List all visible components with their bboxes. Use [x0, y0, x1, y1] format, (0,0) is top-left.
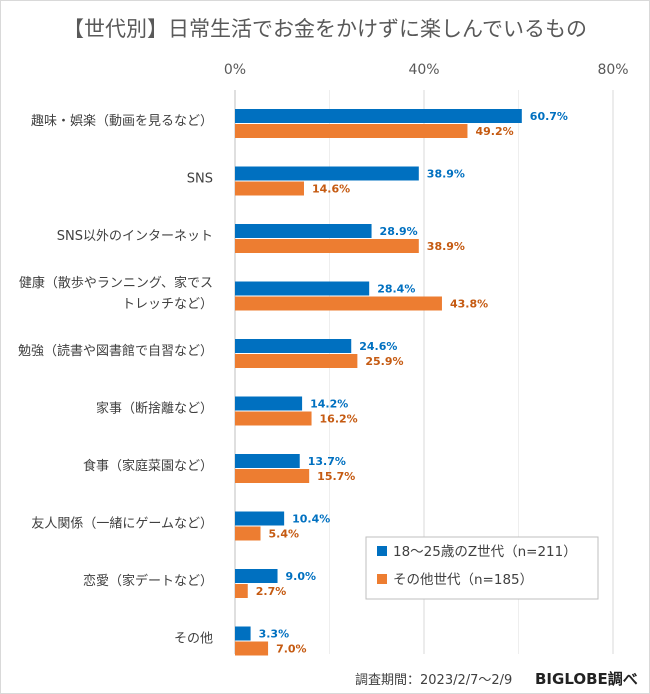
data-label: 28.4% [377, 283, 415, 296]
bar-other-generation [235, 296, 442, 311]
data-label: 14.6% [312, 183, 350, 196]
x-axis-ticks: 0% 40% 80% [224, 62, 629, 78]
bar-z-generation [235, 626, 251, 641]
bar-other-generation [235, 181, 304, 196]
bar-z-generation [235, 569, 278, 583]
category-label: 食事（家庭菜園など） [83, 458, 213, 474]
survey-period: 調査期間：2023/2/7～2/9 [355, 673, 512, 688]
legend-label-other-generation: その他世代（n=185） [393, 572, 533, 588]
data-label: 28.9% [380, 225, 418, 238]
bar-other-generation [235, 526, 261, 541]
data-label: 9.0% [286, 570, 317, 583]
bar-z-generation [235, 281, 370, 296]
legend-label-z-generation: 18～25歳のZ世代（n=211） [393, 544, 577, 560]
bar-other-generation [235, 239, 419, 253]
x-tick-label: 80% [597, 62, 628, 78]
data-label: 49.2% [475, 125, 513, 138]
data-label: 60.7% [530, 110, 568, 123]
category-label: 勉強（読書や図書館で自習など） [18, 343, 213, 359]
bar-z-generation [235, 224, 372, 238]
category-label: 友人関係（一緒にゲームなど） [31, 516, 213, 532]
category-label: SNS [187, 172, 213, 187]
category-label: 家事（断捨離など） [96, 401, 213, 417]
data-labels: 60.7% 49.2% 38.9% 14.6% 28.9% 38.9% 28.4% 43.8%… [256, 110, 568, 656]
category-label: 趣味・娯楽（動画を見るなど） [31, 113, 213, 129]
bar-z-generation [235, 511, 285, 526]
bar-other-generation [235, 411, 312, 426]
bar-other-generation [235, 354, 358, 368]
bar-other-generation [235, 124, 468, 138]
category-label: 健康（散歩やランニング、家でストレッチなど） [19, 275, 213, 312]
data-label: 7.0% [276, 643, 307, 656]
category-labels: 趣味・娯楽（動画を見るなど） SNS SNS以外のインターネット健康（散歩やランニン… [18, 113, 213, 647]
bar-other-generation [235, 584, 248, 598]
x-tick-label: 0% [224, 62, 246, 78]
data-label: 25.9% [365, 355, 403, 368]
data-label: 13.7% [308, 455, 346, 468]
chart-title: 【世代別】日常生活でお金をかけずに楽しんでいるもの [63, 17, 587, 41]
legend-swatch-z-generation [377, 546, 387, 556]
data-label: 38.9% [427, 168, 465, 181]
data-label: 10.4% [292, 513, 330, 526]
data-label: 38.9% [427, 240, 465, 253]
bar-z-generation [235, 166, 419, 181]
bars [235, 109, 522, 656]
bar-other-generation [235, 641, 269, 656]
bar-z-generation [235, 109, 522, 123]
data-label: 16.2% [320, 413, 358, 426]
data-label: 3.3% [259, 628, 290, 641]
data-label: 2.7% [256, 585, 287, 598]
legend-swatch-other-generation [377, 574, 387, 584]
category-label: 恋愛（家デートなど） [83, 573, 213, 589]
bar-z-generation [235, 454, 300, 468]
data-label: 14.2% [310, 398, 348, 411]
x-tick-label: 40% [408, 62, 439, 78]
legend-box [365, 536, 599, 600]
legend: 18～25歳のZ世代（n=211） その他世代（n=185） [365, 536, 599, 600]
category-label: その他 [174, 632, 213, 647]
category-label: SNS以外のインターネット [57, 229, 213, 244]
brand-label: BIGLOBE調べ [535, 670, 638, 688]
bar-z-generation [235, 339, 352, 353]
data-label: 24.6% [359, 340, 397, 353]
data-label: 15.7% [317, 470, 355, 483]
data-label: 43.8% [450, 298, 488, 311]
bar-z-generation [235, 396, 303, 411]
bar-other-generation [235, 469, 310, 483]
data-label: 5.4% [269, 528, 300, 541]
